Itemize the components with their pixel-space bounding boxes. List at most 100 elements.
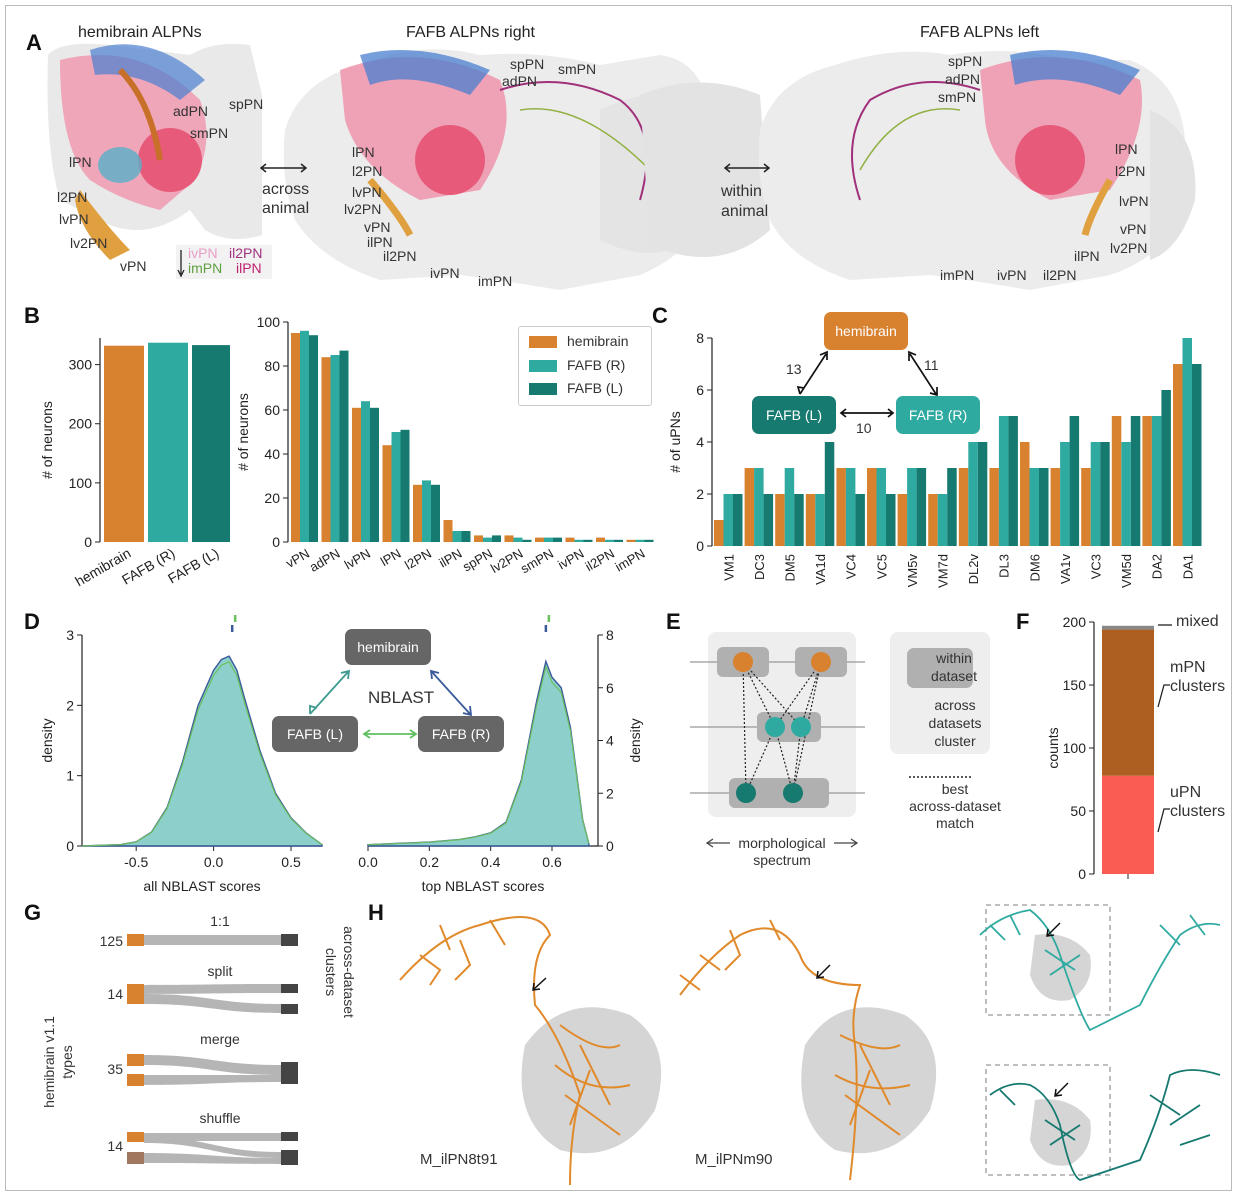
b-types-bar — [544, 537, 553, 542]
d-node-fafb-r: FAFB (R) — [418, 716, 504, 752]
c-xtick-label: VM5v — [905, 554, 920, 588]
f-ytick-label: 100 — [1063, 740, 1087, 756]
fafb-left-antennal-lobe — [1015, 125, 1085, 195]
b-types-bar — [339, 350, 349, 542]
c-bar — [824, 442, 835, 546]
e-within-line1: within — [936, 650, 972, 666]
h1-neuron — [399, 916, 631, 1186]
D_top-ytick-label: 4 — [606, 733, 614, 749]
l-label-ilpn: ilPN — [1074, 248, 1100, 264]
b-types-bar — [504, 535, 514, 542]
h3-arrow-icon — [1046, 922, 1061, 937]
fafb-left-optic — [1150, 110, 1196, 260]
g-row4-cluster1 — [281, 1132, 298, 1141]
g-row3-cluster — [281, 1062, 298, 1084]
g-row1-cluster — [281, 934, 298, 946]
c-bar — [968, 442, 978, 546]
g-left-axis: hemibrain v1.1 types — [40, 982, 76, 1142]
c-ytick-label: 2 — [696, 486, 704, 502]
panel-a-renderings — [47, 43, 1196, 290]
b-types-bar — [644, 539, 654, 542]
g-left-axis-line1: hemibrain v1.1 — [41, 1016, 57, 1108]
hb-label-lvpn: lvPN — [59, 211, 89, 227]
c-ytick-label: 8 — [696, 330, 704, 346]
f-label-mpn: mPN clusters — [1170, 659, 1226, 695]
c-node-fafb-r: FAFB (R) — [896, 396, 980, 434]
c-bar — [1111, 416, 1122, 546]
r-label-lpn: lPN — [352, 144, 375, 160]
l-label-lv2pn: lv2PN — [1110, 240, 1148, 256]
g-row1-hb — [127, 934, 144, 946]
e-match-line3: match — [935, 815, 975, 831]
b-total-xtick-label: FAFB (L) — [165, 545, 222, 587]
b-types-bar — [400, 429, 410, 542]
r-label-impn: imPN — [478, 273, 513, 289]
e-within-line2: dataset — [931, 668, 977, 684]
f-label-leaders — [1157, 624, 1172, 833]
fafb-right-vpn-cluster — [367, 177, 414, 237]
b-types-xtick-label: smPN — [518, 546, 556, 577]
c-xtick-label: DM6 — [1027, 554, 1042, 581]
h2-antennal-lobe — [801, 1007, 937, 1154]
legend-label-hemibrain: hemibrain — [567, 333, 629, 349]
c-bar — [845, 468, 856, 546]
b-types-bar — [614, 539, 623, 542]
b-types-ylabel: # of neurons — [235, 393, 251, 471]
c-bar — [1130, 416, 1141, 546]
e-spectrum-line1: morphological — [738, 835, 826, 851]
g-row2-cluster1 — [281, 984, 298, 993]
g-row2-cluster2 — [281, 1004, 298, 1014]
chart-d-all: 0 1 2 3 -0.5 0.0 0.5 all NBLAST scores density — [39, 615, 323, 894]
hemibrain-neurons-blue — [90, 44, 205, 100]
c-edge-label-13: 13 — [786, 361, 802, 377]
D_all-ytick-label: 2 — [66, 697, 74, 713]
c-bar — [1008, 416, 1018, 546]
b-types-bar — [553, 537, 562, 542]
legend-swatch-hemibrain — [529, 336, 557, 348]
b-types-bar — [391, 432, 401, 542]
c-edge-l-r — [839, 408, 895, 418]
c-xtick-label: VM7d — [935, 554, 950, 588]
D_all-ytick-label: 1 — [66, 768, 74, 784]
D_top-xtick-label: 0.6 — [542, 854, 562, 870]
within-animal-line2: animal — [721, 203, 769, 220]
c-bar — [794, 494, 804, 546]
fafb-left-mpn-1 — [851, 81, 981, 201]
h4-arrow-icon — [1054, 1082, 1069, 1097]
b-types-bar — [300, 330, 309, 542]
D_all-ytick-label: 3 — [66, 627, 74, 643]
legend-label-fafb-r: FAFB (R) — [567, 357, 626, 373]
d-edge-hb-r — [429, 669, 473, 717]
l-label-lpn: lPN — [1115, 141, 1138, 157]
g-row4-band3 — [144, 1153, 281, 1164]
c-xtick-label: DL2v — [966, 554, 981, 585]
c-xtick-label: VC3 — [1088, 554, 1103, 579]
g-row3-label: merge — [200, 1031, 240, 1047]
b-types-bar — [443, 520, 453, 542]
g-row2-count: 14 — [107, 986, 123, 1002]
b-types-ytick-label: 100 — [257, 314, 281, 330]
g-row1-label: 1:1 — [210, 913, 230, 929]
c-xtick-label: DL3 — [997, 554, 1012, 578]
b-total-ytick-label: 100 — [69, 475, 93, 491]
e-node-r-1 — [765, 717, 785, 737]
h3-neuron — [979, 909, 1221, 1032]
c-bar — [1060, 442, 1070, 546]
f-label-mixed: mixed — [1176, 613, 1219, 630]
b-types-bar — [483, 537, 492, 542]
r-label-ilpn: ilPN — [367, 234, 393, 250]
b-types-xtick-label: spPN — [460, 546, 495, 575]
D_top-density-line — [367, 664, 590, 846]
c-bar — [1182, 338, 1192, 546]
b-types-bar — [352, 407, 361, 542]
b-total-bar — [104, 345, 144, 542]
c-bar — [836, 468, 846, 546]
h2-neuron — [679, 919, 911, 1181]
c-bar — [1100, 442, 1110, 546]
b-total-ytick-label: 200 — [69, 416, 93, 432]
fafb-right-mpn-2 — [519, 108, 651, 171]
g-row2-band2 — [144, 994, 281, 1013]
c-bar — [886, 494, 896, 546]
panel-a-title-left: FAFB ALPNs left — [920, 24, 1040, 41]
